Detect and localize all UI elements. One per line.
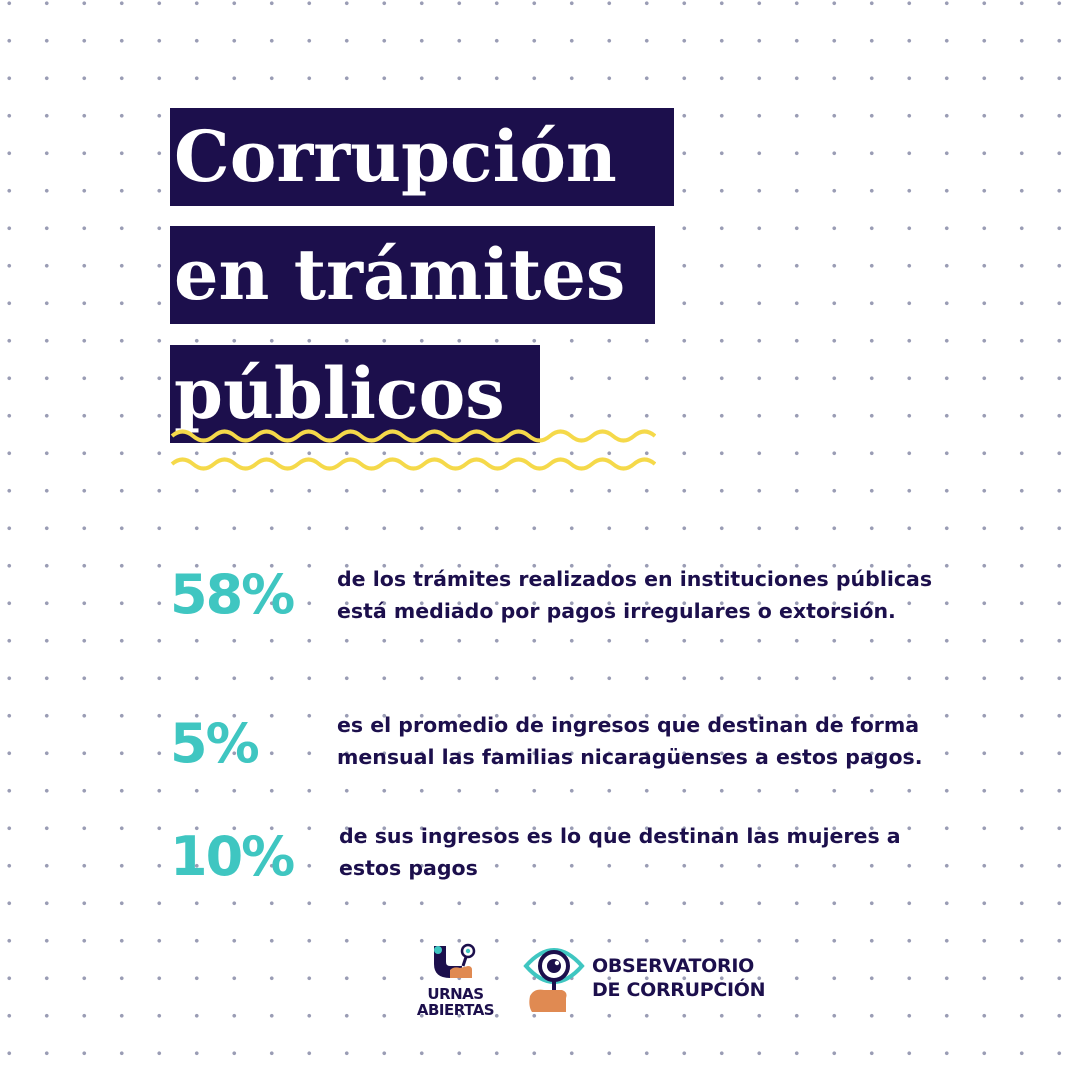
observatorio-name: OBSERVATORIO DE CORRUPCIÓN [592, 955, 766, 1001]
urnas-abiertas-icon [434, 943, 476, 978]
wavy-underline [170, 429, 656, 471]
stat-block: 10% de sus ingresos es lo que destinan l… [170, 820, 970, 910]
stat-description: es el promedio de ingresos que destinan … [337, 713, 923, 769]
stat-percentage: 58% [170, 563, 295, 626]
title-line-2: en trámites [170, 226, 655, 324]
stat-percentage: 5% [170, 712, 260, 775]
stat-description: de los trámites realizados en institucio… [337, 567, 933, 623]
urnas-abiertas-logo: URNAS ABIERTAS [408, 942, 503, 1022]
stat-block: 5% es el promedio de ingresos que destin… [170, 709, 970, 799]
stat-description: de sus ingresos es lo que destinan las m… [339, 824, 901, 880]
eye-magnifier-icon [523, 948, 585, 1012]
stat-percentage: 10% [170, 825, 295, 888]
title-line-1: Corrupción [170, 108, 674, 206]
stat-block: 58% de los trámites realizados en instit… [170, 563, 970, 653]
title-line-3: públicos [170, 345, 540, 443]
observatorio-logo: OBSERVATORIO DE CORRUPCIÓN [522, 940, 802, 1020]
urnas-abiertas-name: URNAS ABIERTAS [416, 985, 495, 1019]
